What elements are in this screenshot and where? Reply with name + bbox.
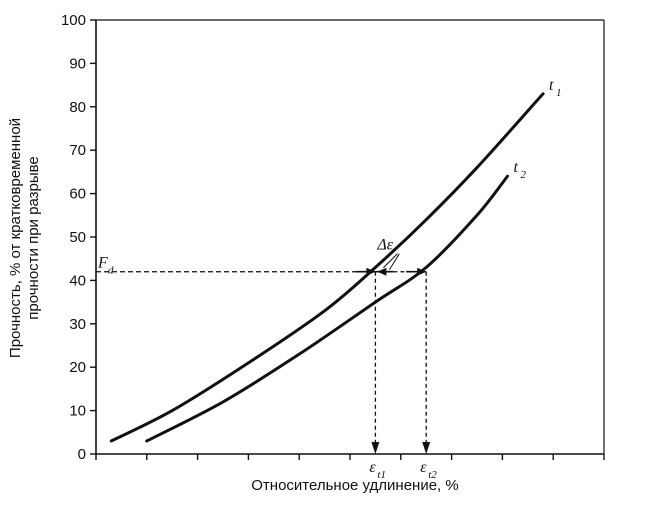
eps1-label: ε (369, 459, 376, 476)
x-ticks (95, 454, 605, 460)
y-tick-label: 40 (69, 272, 86, 289)
series-label-t2: t (513, 159, 518, 176)
y-tick-label: 80 (69, 99, 86, 116)
y-tick-label: 100 (61, 12, 86, 29)
series-label-sub-t2: 2 (520, 169, 526, 181)
y-tick-label: 70 (69, 142, 86, 159)
fd-label: F (97, 255, 108, 272)
fd-arrowhead-1 (366, 267, 376, 276)
y-tick-label: 50 (69, 229, 86, 246)
delta-leader-2 (388, 253, 400, 270)
eps2-label-sub: t2 (428, 469, 437, 481)
y-tick-label: 30 (69, 316, 86, 333)
series-label-t1: t (549, 77, 554, 94)
y-axis-title-line1: Прочность, % от кратковременной (7, 118, 24, 358)
y-tick-label: 10 (69, 403, 86, 420)
y-tick-label: 60 (69, 186, 86, 203)
eps1-label-sub: t1 (377, 469, 386, 481)
y-tick-label: 0 (78, 446, 86, 463)
y-axis-title-line2: прочности при разрыве (25, 156, 42, 320)
x-axis-title: Относительное удлинение, % (251, 477, 458, 494)
series-line-t1 (109, 92, 545, 443)
eps1-arrowhead (371, 442, 380, 454)
y-ticks: 0 10 20 30 40 50 60 70 80 90 100 (61, 12, 96, 463)
delta-leader-1 (383, 253, 398, 269)
annotation-layer: ΔεF dε t1 ε t2 (96, 237, 437, 481)
y-tick-label: 90 (69, 55, 86, 72)
fd-label-sub: d (108, 265, 114, 277)
plot-frame (95, 19, 605, 455)
series-layer: t 1t 2 (109, 77, 562, 443)
eps2-label: ε (420, 459, 427, 476)
eps2-arrowhead (422, 442, 431, 454)
series-line-t2 (145, 174, 509, 443)
delta-epsilon-label: Δε (376, 237, 393, 254)
series-label-sub-t1: 1 (556, 87, 562, 99)
y-tick-label: 20 (69, 359, 86, 376)
delta-arrowhead-right (417, 267, 427, 276)
delta-arrowhead-left (377, 267, 387, 276)
